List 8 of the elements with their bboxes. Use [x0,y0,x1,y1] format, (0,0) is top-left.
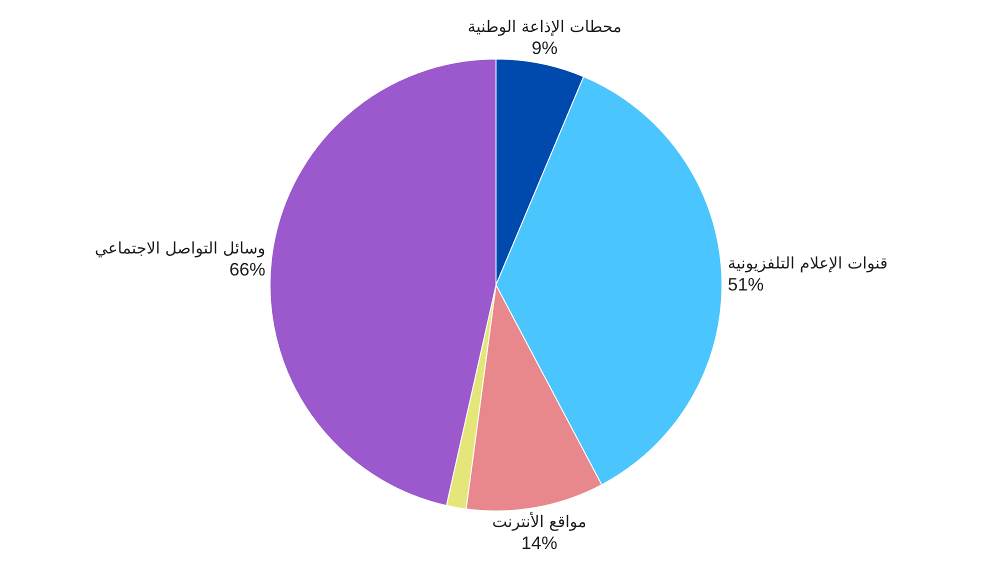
data-label: 14% [521,533,558,554]
data-label: 66% [229,259,266,280]
data-label: 9% [532,38,558,58]
slice-label: قنوات الإعلام التلفزيونية [728,254,888,273]
data-label: 51% [728,274,764,295]
slice-label: محطات الإذاعة الوطنية [468,16,622,36]
slice-label: وسائل التواصل الاجتماعي [94,238,266,258]
slice-label: مواقع الأنترنت [492,511,586,532]
